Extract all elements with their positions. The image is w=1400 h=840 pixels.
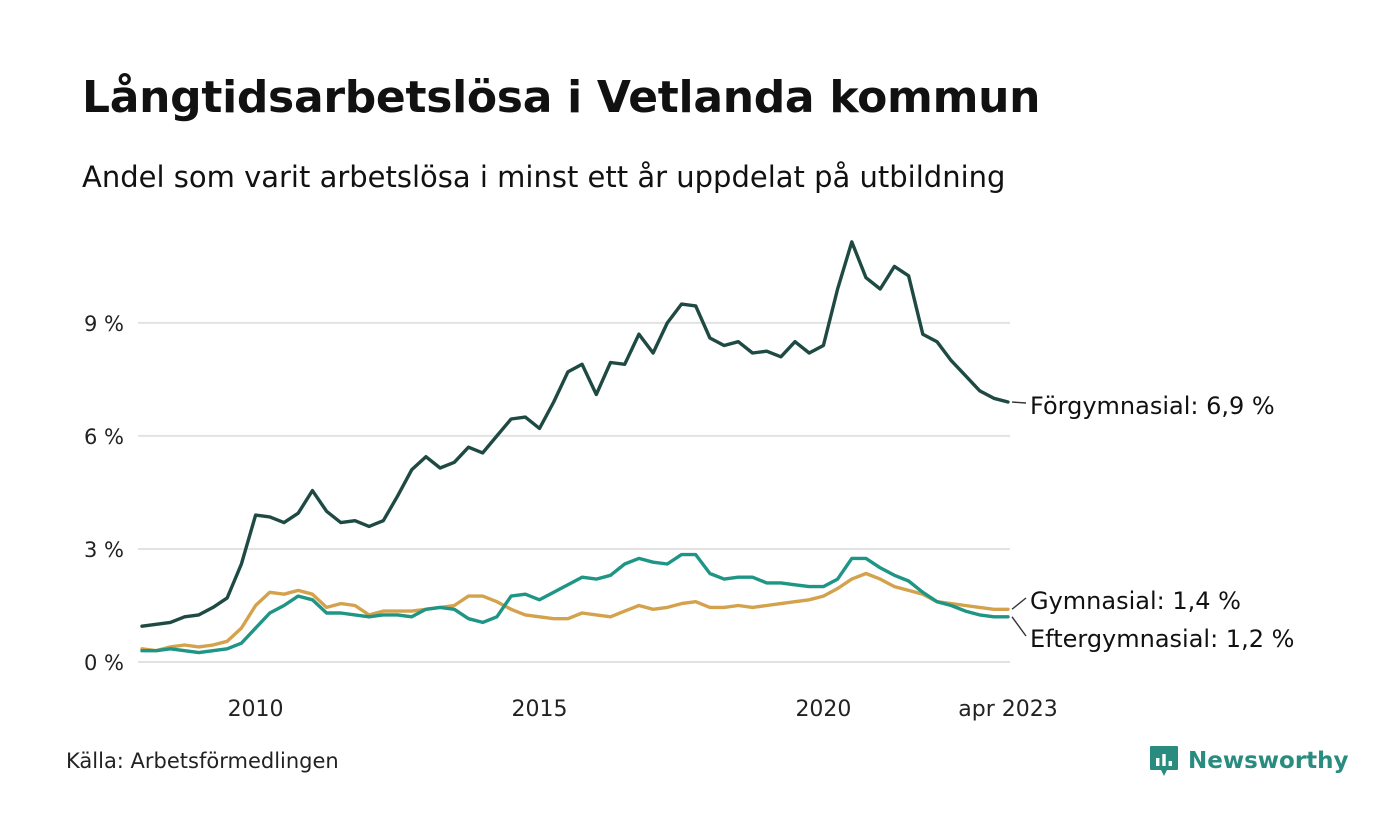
chart-subtitle: Andel som varit arbetslösa i minst ett å… — [82, 160, 1006, 194]
series-end-label: Förgymnasial: 6,9 % — [1030, 392, 1275, 420]
label-leader-line — [1011, 616, 1027, 637]
y-axis-ticks: 0 % 3 % 6 % 9 % — [84, 312, 124, 675]
y-tick-label: 9 % — [84, 312, 124, 336]
y-tick-label: 6 % — [84, 425, 124, 449]
x-tick-label: apr 2023 — [958, 697, 1057, 722]
label-leader-line — [1011, 401, 1027, 404]
x-tick-label: 2015 — [512, 697, 568, 722]
series-line-eftergymnasial — [140, 552, 1010, 655]
x-tick-label: 2020 — [795, 697, 851, 722]
grid-lines — [138, 321, 1010, 663]
series-lines — [140, 240, 1010, 655]
chart-title: Långtidsarbetslösa i Vetlanda kommun — [82, 72, 1041, 123]
y-tick-label: 3 % — [84, 538, 124, 562]
source-note: Källa: Arbetsförmedlingen — [66, 749, 339, 773]
series-labels: Förgymnasial: 6,9 % Gymnasial: 1,4 % Efter… — [1011, 392, 1294, 653]
x-tick-label: 2010 — [228, 697, 284, 722]
brand-logo[interactable]: Newsworthy — [1148, 744, 1349, 778]
series-line-gymnasial — [140, 571, 1010, 653]
brand-name: Newsworthy — [1188, 748, 1349, 774]
series-line-förgymnasial — [140, 240, 1010, 628]
line-chart: 0 % 3 % 6 % 9 % 2010 2015 2020 apr 2023 Förgym… — [84, 240, 1294, 722]
x-axis-ticks: 2010 2015 2020 apr 2023 — [228, 697, 1058, 722]
y-tick-label: 0 % — [84, 651, 124, 675]
series-end-label: Gymnasial: 1,4 % — [1030, 587, 1241, 615]
label-leader-line — [1011, 597, 1027, 610]
newsworthy-logo-icon — [1150, 746, 1178, 776]
series-end-label: Eftergymnasial: 1,2 % — [1030, 625, 1294, 653]
